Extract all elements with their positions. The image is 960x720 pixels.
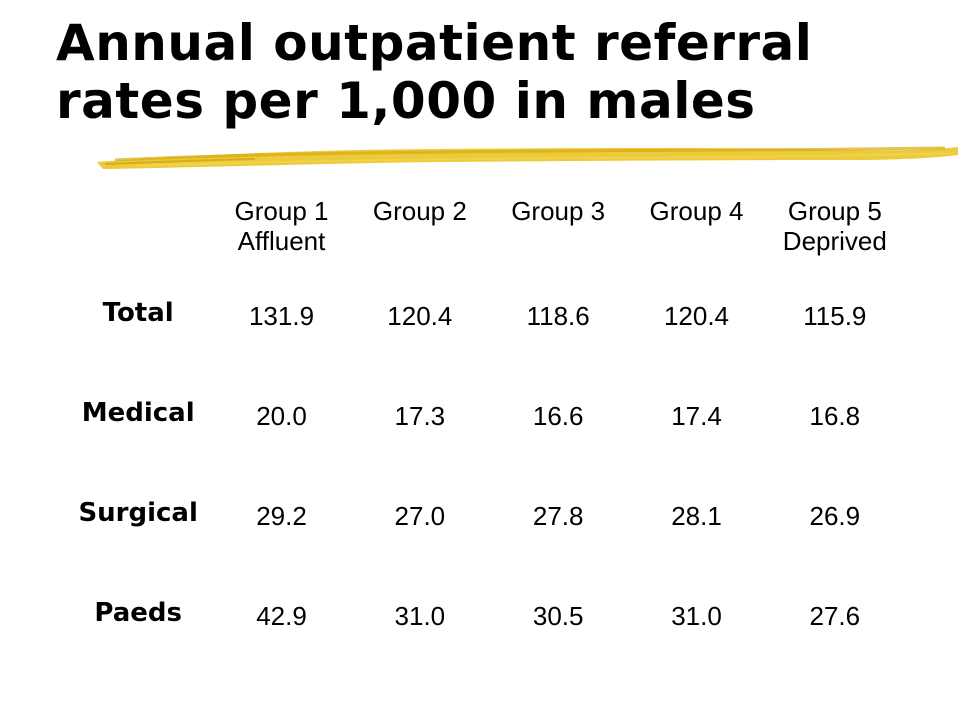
column-header-line2: Affluent: [237, 226, 326, 256]
table-cell: 120.4: [387, 301, 453, 331]
column-header-group-5: Group 5 Deprived: [766, 196, 904, 296]
column-header-line2: Deprived: [782, 226, 887, 256]
table-corner-cell: [64, 196, 212, 296]
column-header-group-3: Group 3: [489, 196, 627, 296]
table-header-row: Group 1 Affluent Group 2 Group 3 Group 4…: [64, 196, 904, 296]
column-header-group-1: Group 1 Affluent: [212, 196, 350, 296]
table-cell: 26.9: [809, 501, 861, 531]
table-cell: 16.8: [809, 401, 861, 431]
table-row-total: Total 131.9 120.4 118.6 120.4 115.9: [64, 296, 904, 396]
table-row-medical: Medical 20.0 17.3 16.6 17.4 16.8: [64, 396, 904, 496]
referral-rates-table: Group 1 Affluent Group 2 Group 3 Group 4…: [64, 196, 904, 696]
brush-stroke-underline: [97, 146, 958, 169]
table-cell: 30.5: [532, 601, 584, 631]
table-cell: 17.4: [671, 401, 722, 431]
column-header-group-2: Group 2: [351, 196, 489, 296]
table-cell: 29.2: [256, 501, 307, 531]
table-cell: 17.3: [394, 401, 446, 431]
column-header-group-4: Group 4: [627, 196, 765, 296]
table-cell: 115.9: [803, 301, 867, 331]
row-label: Surgical: [78, 498, 198, 528]
table-row-paeds: Paeds 42.9 31.0 30.5 31.0 27.6: [64, 596, 904, 696]
row-label: Medical: [81, 398, 195, 428]
column-header-line1: Group 2: [372, 196, 467, 226]
table-cell: 27.8: [532, 501, 584, 531]
column-header-line1: Group 1: [234, 196, 329, 226]
table-cell: 27.6: [809, 601, 861, 631]
table-cell: 31.0: [394, 601, 446, 631]
column-header-line1: Group 4: [649, 196, 744, 226]
table-cell: 16.6: [532, 401, 584, 431]
table-cell: 42.9: [256, 601, 307, 631]
row-label: Total: [102, 298, 174, 328]
table-cell: 27.0: [394, 501, 446, 531]
column-header-line1: Group 5: [787, 196, 882, 226]
table-cell: 118.6: [526, 301, 590, 331]
table-cell: 31.0: [671, 601, 722, 631]
slide-title: Annual outpatient referral rates per 1,0…: [56, 14, 813, 130]
table-cell: 20.0: [256, 401, 307, 431]
table-row-surgical: Surgical 29.2 27.0 27.8 28.1 26.9: [64, 496, 904, 596]
row-label: Paeds: [94, 598, 182, 628]
table-cell: 131.9: [248, 301, 315, 331]
column-header-line1: Group 3: [511, 196, 606, 226]
table-cell: 120.4: [663, 301, 730, 331]
table-cell: 28.1: [671, 501, 722, 531]
